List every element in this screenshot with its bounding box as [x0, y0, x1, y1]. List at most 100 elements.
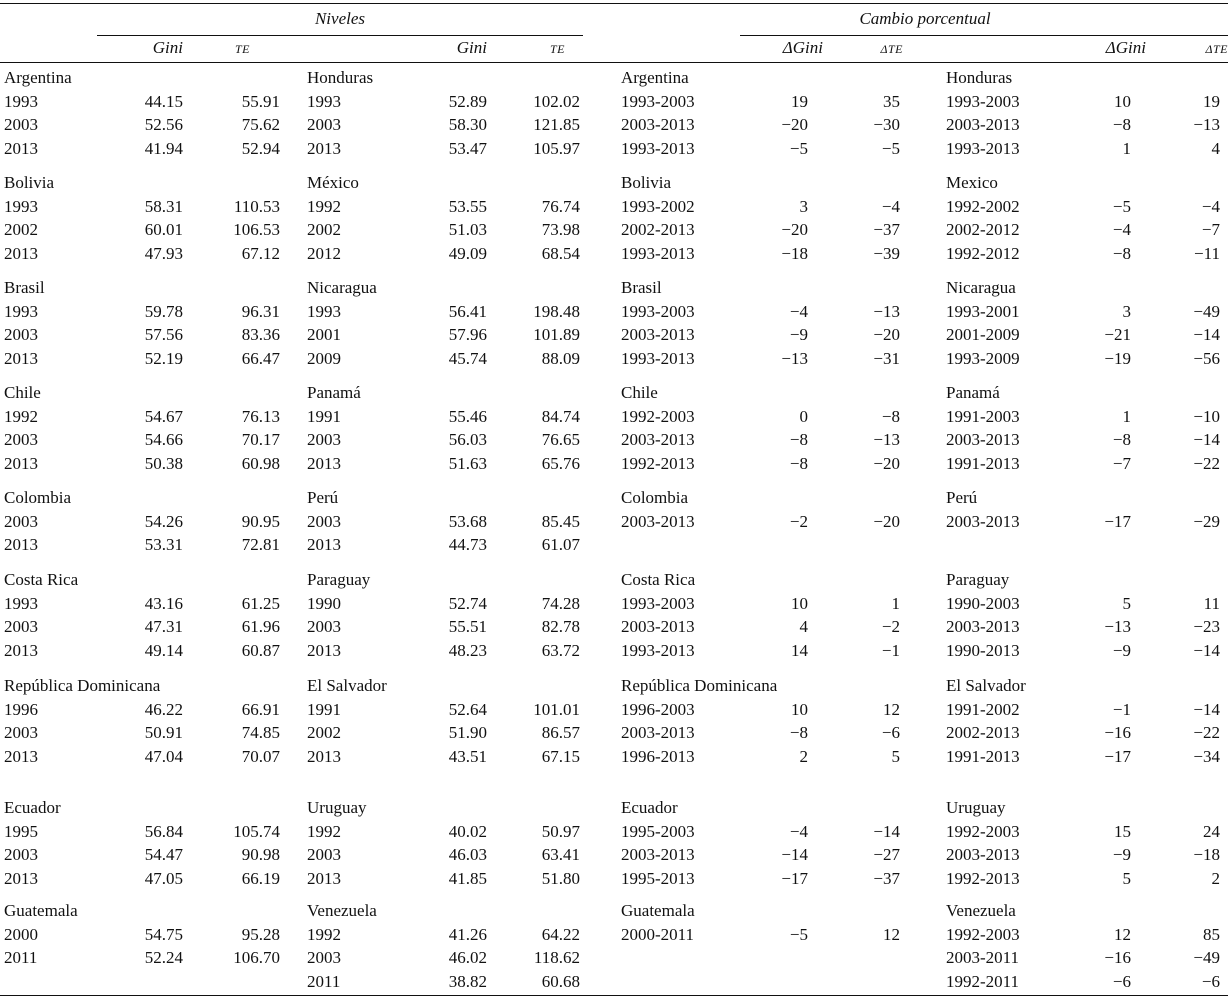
period-cell: 1993-2002	[621, 196, 695, 216]
period-cell: 2003	[307, 115, 341, 134]
gini-value-cell: 44.73	[448, 535, 487, 554]
period-cell: 1990-2013	[946, 640, 1020, 660]
gini-value-cell: 52.19	[144, 348, 183, 368]
te-value-cell: 50.97	[541, 821, 580, 841]
period-cell: 2003-2013	[946, 430, 1020, 449]
country-label: Brasil	[621, 278, 662, 297]
country-label: Mexico	[946, 173, 998, 192]
bottom-rule	[0, 995, 1228, 996]
country-label: Costa Rica	[4, 570, 79, 589]
country-label: Colombia	[4, 488, 72, 507]
te-value-cell: 52.94	[241, 138, 280, 158]
period-cell: 2013	[307, 453, 341, 473]
te-value-cell: −14	[873, 821, 900, 841]
period-cell: 2011	[4, 948, 38, 967]
country-label: Ecuador	[4, 798, 61, 817]
te-value-cell: −2	[881, 617, 900, 636]
period-cell: 2002	[307, 220, 341, 239]
gini-value-cell: 3	[799, 196, 809, 216]
te-value-cell: 5	[891, 746, 901, 766]
col-te-1: TE	[234, 42, 250, 56]
te-value-cell: −39	[873, 243, 900, 263]
period-cell: 2013	[4, 348, 38, 368]
country-label: Venezuela	[307, 901, 377, 920]
period-cell: 1990	[307, 593, 341, 613]
te-value-cell: 61.07	[541, 535, 580, 554]
period-cell: 2003-2013	[621, 845, 695, 864]
te-value-cell: −37	[873, 220, 900, 239]
gini-value-cell: −16	[1104, 723, 1131, 742]
period-cell: 1993	[4, 301, 38, 321]
gini-value-cell: 47.31	[144, 617, 183, 636]
period-cell: 1996	[4, 699, 38, 719]
gini-value-cell: −17	[1104, 511, 1131, 531]
te-value-cell: 96.31	[241, 301, 280, 321]
period-cell: 2013	[307, 535, 341, 554]
period-cell: 2003	[307, 948, 341, 967]
gini-value-cell: 53.31	[144, 535, 183, 554]
period-cell: 2003	[4, 115, 38, 134]
gini-value-cell: −7	[1112, 453, 1131, 473]
gini-value-cell: −4	[789, 301, 808, 321]
period-cell: 1993	[307, 301, 341, 321]
te-value-cell: −10	[1193, 406, 1220, 426]
gini-value-cell: 53.47	[448, 138, 487, 158]
gini-value-cell: −20	[781, 115, 808, 134]
te-value-cell: 4	[1211, 138, 1221, 158]
te-value-cell: 84.74	[541, 406, 580, 426]
te-value-cell: 19	[1203, 91, 1220, 111]
gini-value-cell: 47.05	[144, 868, 183, 888]
gini-value-cell: 52.64	[448, 699, 487, 719]
te-value-cell: 72.81	[241, 535, 280, 554]
gini-value-cell: 58.30	[448, 115, 487, 134]
gini-value-cell: −8	[1112, 430, 1131, 449]
te-value-cell: 90.98	[241, 845, 280, 864]
period-cell: 2002	[4, 220, 38, 239]
te-value-cell: 63.41	[541, 845, 580, 864]
gini-value-cell: −5	[1112, 196, 1131, 216]
te-value-cell: −4	[881, 196, 900, 216]
country-label: Argentina	[621, 68, 689, 87]
te-value-cell: 63.72	[541, 640, 580, 660]
gini-value-cell: −4	[1112, 220, 1131, 239]
gini-value-cell: 5	[1122, 593, 1132, 613]
te-value-cell: −13	[1193, 115, 1220, 134]
period-cell: 2003-2013	[621, 511, 695, 531]
gini-value-cell: 56.41	[448, 301, 487, 321]
te-value-cell: 12	[883, 699, 900, 719]
country-label: Nicaragua	[946, 278, 1016, 297]
gini-value-cell: 10	[791, 593, 808, 613]
period-cell: 2003	[4, 511, 38, 531]
te-value-cell: 2	[1211, 868, 1221, 888]
period-cell: 1993-2003	[621, 91, 695, 111]
period-cell: 1993	[4, 91, 38, 111]
period-cell: 1991-2013	[946, 746, 1020, 766]
te-value-cell: −29	[1193, 511, 1220, 531]
period-cell: 2003-2013	[621, 325, 695, 344]
te-value-cell: −20	[873, 453, 900, 473]
period-cell: 2003	[307, 430, 341, 449]
period-cell: 1996-2013	[621, 746, 695, 766]
te-value-cell: −4	[1201, 196, 1220, 216]
te-value-cell: 101.01	[533, 699, 580, 719]
te-value-cell: 24	[1203, 821, 1220, 841]
gini-value-cell: −17	[1104, 746, 1131, 766]
period-cell: 1993	[4, 593, 38, 613]
te-value-cell: 105.97	[533, 138, 580, 158]
te-value-cell: −37	[873, 868, 900, 888]
period-cell: 1992-2003	[946, 924, 1020, 944]
gini-value-cell: −16	[1104, 948, 1131, 967]
country-label: El Salvador	[946, 676, 1026, 695]
country-label: República Dominicana	[4, 676, 161, 695]
period-cell: 2003-2013	[946, 845, 1020, 864]
gini-value-cell: 57.56	[144, 325, 183, 344]
gini-value-cell: 54.75	[144, 924, 183, 944]
period-cell: 1996-2003	[621, 699, 695, 719]
te-value-cell: 85	[1203, 924, 1220, 944]
period-cell: 2002-2013	[621, 220, 695, 239]
gini-value-cell: 5	[1122, 868, 1132, 888]
period-cell: 2003	[4, 617, 38, 636]
gini-value-cell: 52.24	[144, 948, 183, 967]
gini-value-cell: 10	[791, 699, 808, 719]
te-value-cell: −18	[1193, 845, 1220, 864]
